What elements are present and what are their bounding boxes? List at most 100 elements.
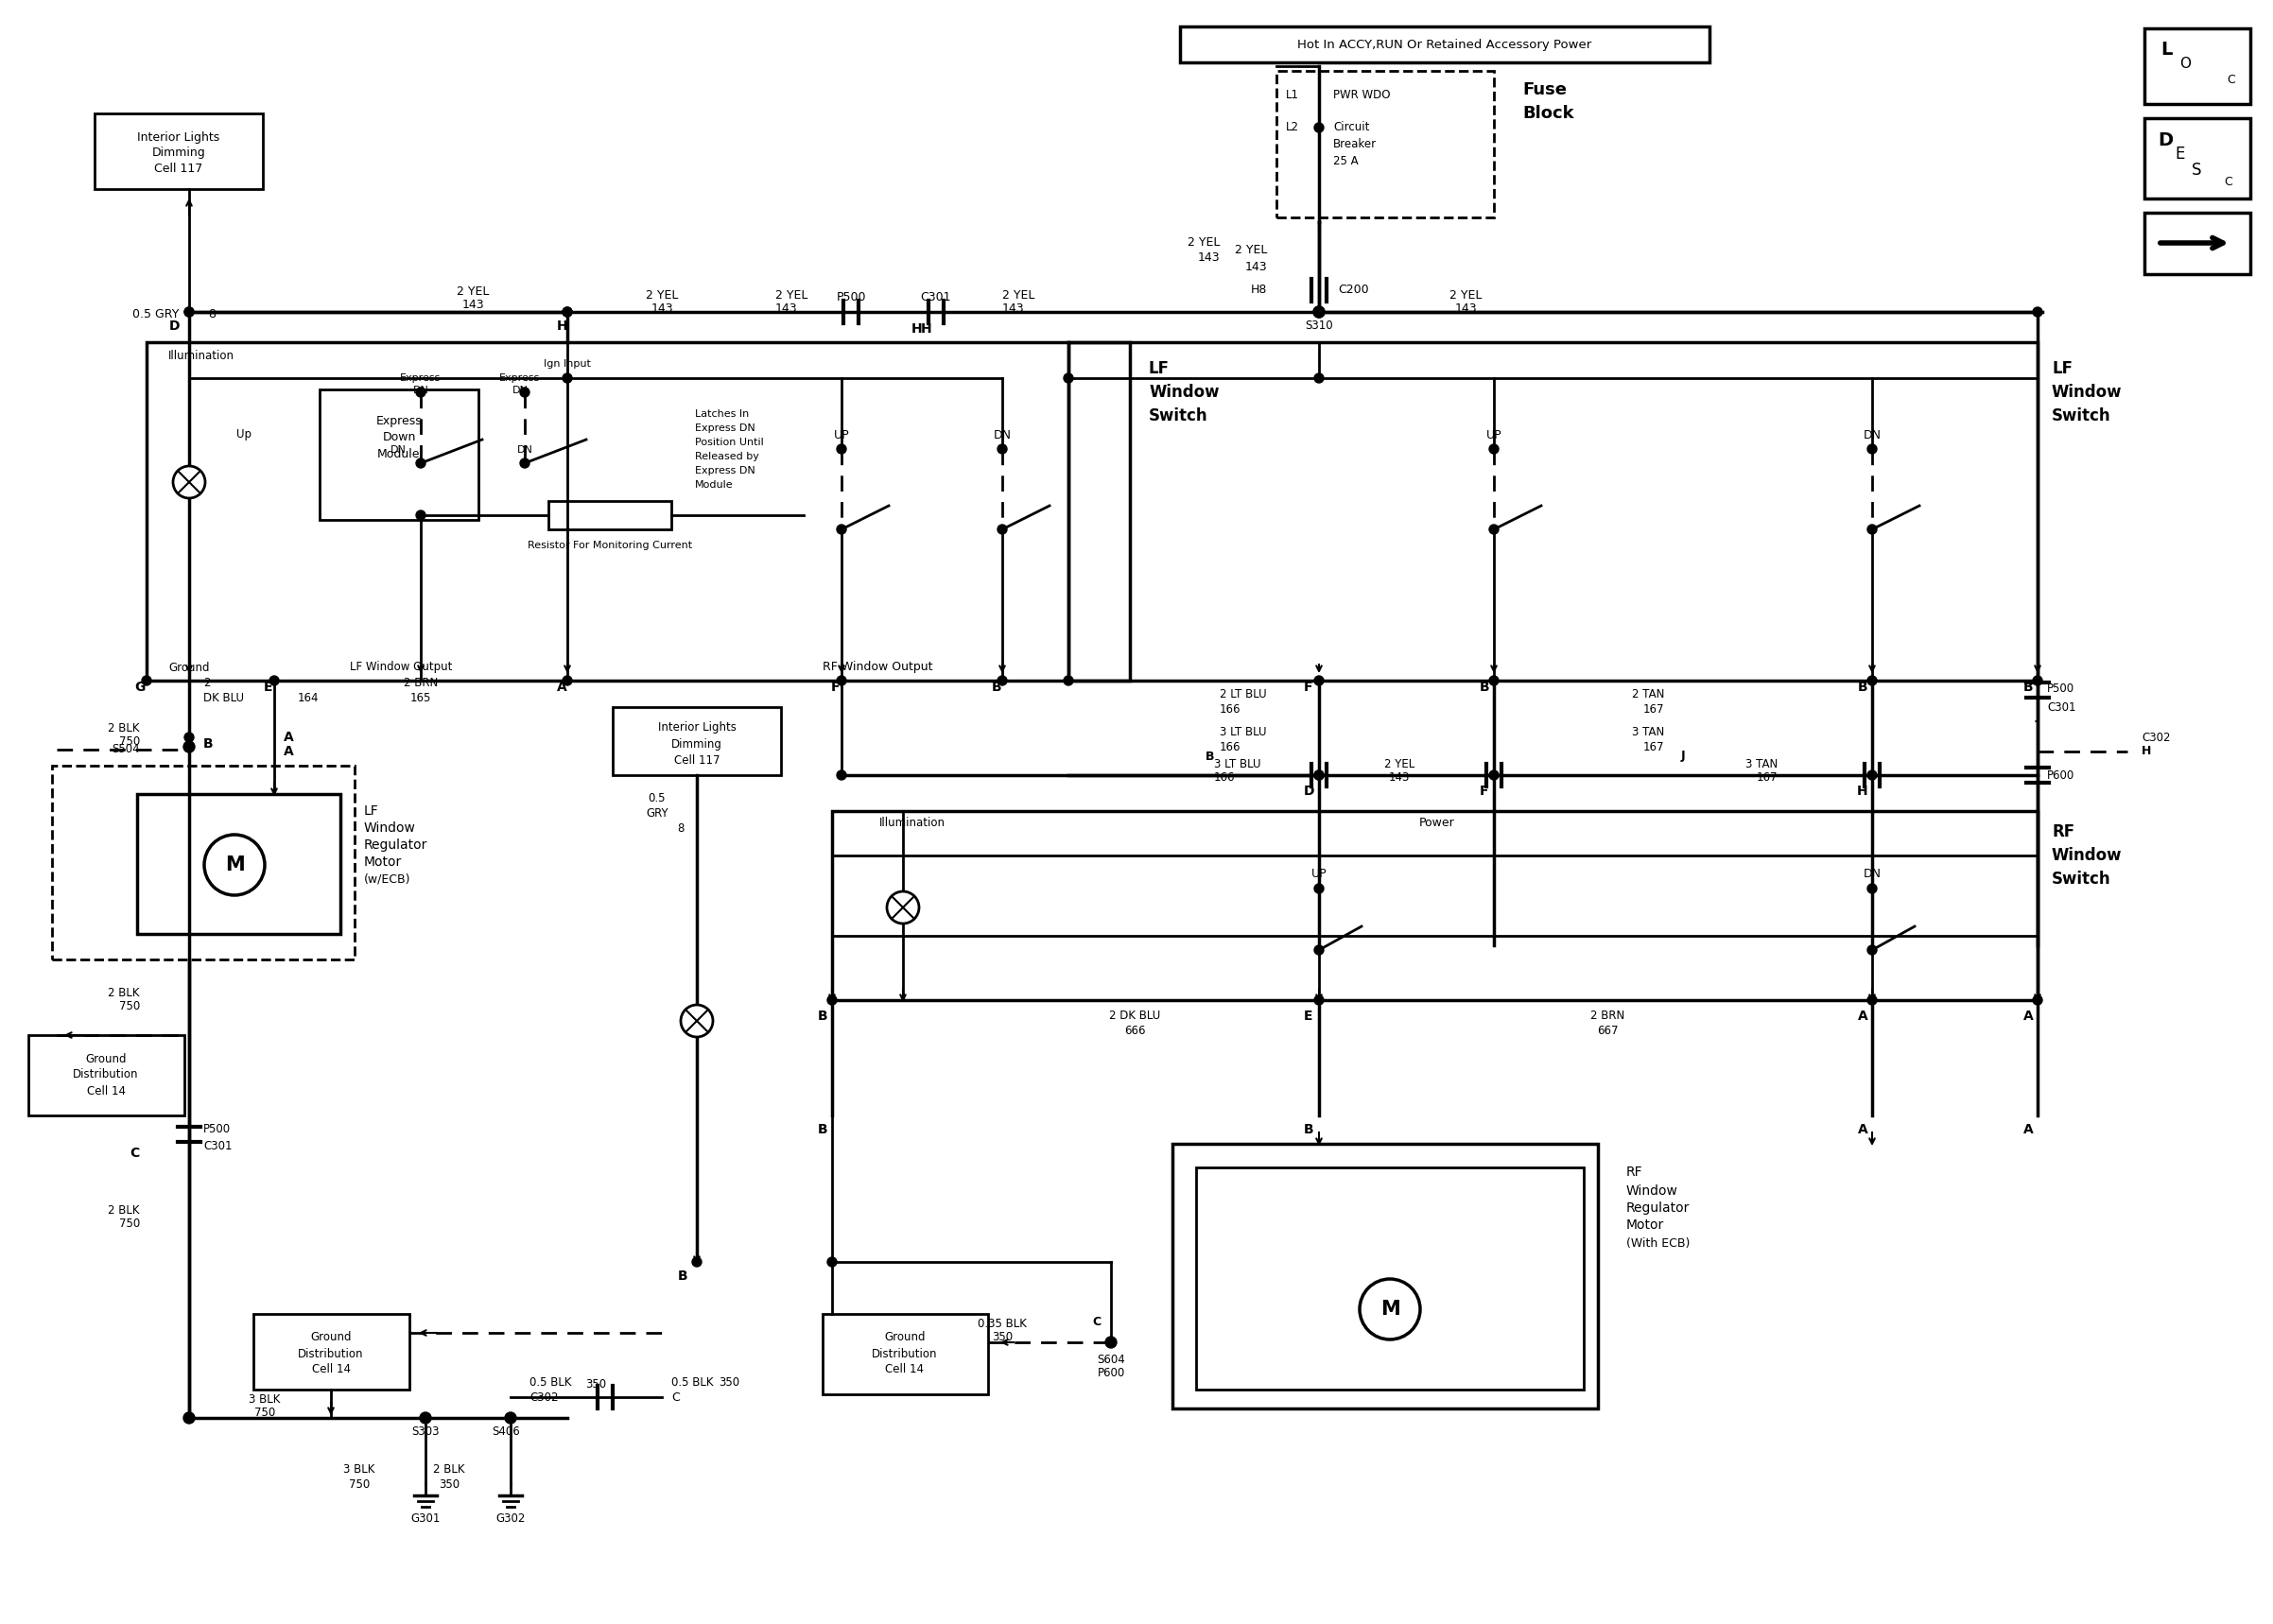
Text: M: M bbox=[1380, 1299, 1400, 1319]
Text: Switch: Switch bbox=[2053, 408, 2112, 424]
Bar bbox=[136, 794, 341, 934]
Text: 2 YEL: 2 YEL bbox=[1187, 237, 1221, 248]
Circle shape bbox=[421, 1413, 432, 1424]
Text: Latches In: Latches In bbox=[696, 409, 750, 419]
Text: B: B bbox=[991, 680, 1002, 693]
Text: Distribution: Distribution bbox=[298, 1348, 364, 1359]
Text: 667: 667 bbox=[1596, 1025, 1618, 1036]
Text: F: F bbox=[832, 680, 841, 693]
Text: 2 YEL: 2 YEL bbox=[1002, 289, 1034, 300]
Text: 2 YEL: 2 YEL bbox=[775, 289, 807, 300]
Text: B: B bbox=[818, 1124, 827, 1137]
Circle shape bbox=[564, 374, 573, 383]
Text: D: D bbox=[1302, 784, 1314, 797]
Text: 143: 143 bbox=[1455, 304, 1477, 315]
Text: 750: 750 bbox=[118, 1218, 141, 1231]
Text: 2 LT BLU: 2 LT BLU bbox=[1221, 689, 1266, 702]
Text: 143: 143 bbox=[1246, 261, 1266, 274]
Text: (w/ECB): (w/ECB) bbox=[364, 874, 411, 885]
Circle shape bbox=[1314, 770, 1323, 780]
Text: UP: UP bbox=[834, 429, 850, 442]
Text: C302: C302 bbox=[2141, 731, 2171, 744]
Text: 3 LT BLU: 3 LT BLU bbox=[1214, 758, 1262, 770]
Text: Up: Up bbox=[236, 429, 252, 442]
Circle shape bbox=[1489, 525, 1498, 534]
Text: LF Window Output: LF Window Output bbox=[350, 661, 452, 674]
Circle shape bbox=[184, 1413, 195, 1424]
Circle shape bbox=[1105, 1337, 1116, 1348]
Circle shape bbox=[1314, 996, 1323, 1005]
Text: Window: Window bbox=[364, 822, 416, 835]
Text: Cell 14: Cell 14 bbox=[886, 1364, 925, 1376]
Text: Breaker: Breaker bbox=[1334, 138, 1377, 151]
Text: E: E bbox=[2175, 146, 2184, 162]
Text: 8: 8 bbox=[677, 822, 684, 835]
Bar bbox=[1180, 26, 1709, 62]
Text: RF: RF bbox=[1625, 1166, 1643, 1179]
Text: S310: S310 bbox=[1305, 320, 1332, 333]
Text: 164: 164 bbox=[298, 692, 318, 703]
Text: 0.5 BLK: 0.5 BLK bbox=[530, 1377, 571, 1389]
Bar bbox=[1068, 343, 2037, 680]
Text: Window: Window bbox=[2053, 848, 2123, 864]
Text: 166: 166 bbox=[1214, 771, 1234, 784]
Circle shape bbox=[2032, 996, 2043, 1005]
Text: S303: S303 bbox=[411, 1426, 439, 1439]
Text: Ground: Ground bbox=[884, 1332, 925, 1343]
Text: 167: 167 bbox=[1757, 771, 1777, 784]
Circle shape bbox=[1314, 770, 1323, 780]
Text: B: B bbox=[2023, 680, 2032, 693]
Text: Power: Power bbox=[1418, 817, 1455, 828]
Text: 167: 167 bbox=[1643, 703, 1664, 715]
Text: C: C bbox=[2223, 177, 2232, 188]
Text: A: A bbox=[557, 680, 566, 693]
Text: Interior Lights: Interior Lights bbox=[136, 132, 220, 143]
Text: 0.5 GRY: 0.5 GRY bbox=[132, 309, 180, 322]
Text: L2: L2 bbox=[1287, 122, 1300, 133]
Text: A: A bbox=[1857, 1010, 1868, 1023]
Text: 0.35 BLK: 0.35 BLK bbox=[977, 1317, 1027, 1330]
Text: 2 TAN: 2 TAN bbox=[1632, 689, 1664, 702]
Circle shape bbox=[1314, 307, 1325, 318]
Text: A: A bbox=[284, 731, 293, 744]
Text: 2 BRN: 2 BRN bbox=[405, 677, 439, 690]
Bar bbox=[27, 1034, 184, 1116]
Bar bbox=[614, 706, 782, 775]
Circle shape bbox=[521, 388, 530, 396]
Text: 0.5: 0.5 bbox=[648, 793, 666, 806]
Text: S604: S604 bbox=[1098, 1353, 1125, 1366]
Text: 143: 143 bbox=[1198, 252, 1221, 263]
Text: 165: 165 bbox=[409, 692, 432, 703]
Circle shape bbox=[1314, 945, 1323, 955]
Circle shape bbox=[836, 525, 846, 534]
Circle shape bbox=[1314, 883, 1323, 893]
Circle shape bbox=[184, 307, 193, 317]
Text: Window: Window bbox=[2053, 383, 2123, 401]
Text: C302: C302 bbox=[530, 1392, 559, 1403]
Text: Module: Module bbox=[696, 481, 734, 490]
Text: Express: Express bbox=[400, 374, 441, 383]
Circle shape bbox=[691, 1257, 702, 1267]
Text: 25 A: 25 A bbox=[1334, 156, 1359, 167]
Text: Express DN: Express DN bbox=[696, 424, 755, 434]
Circle shape bbox=[836, 676, 846, 685]
Text: H: H bbox=[911, 322, 923, 336]
Text: 166: 166 bbox=[1221, 703, 1241, 715]
Text: H: H bbox=[2141, 745, 2150, 758]
Circle shape bbox=[1868, 945, 1877, 955]
Text: RF Window Output: RF Window Output bbox=[823, 661, 932, 674]
Text: A: A bbox=[2023, 1010, 2032, 1023]
Text: 143: 143 bbox=[461, 299, 484, 312]
Bar bbox=[1173, 1143, 1598, 1408]
Text: S504: S504 bbox=[111, 744, 141, 755]
Text: RF: RF bbox=[2053, 823, 2075, 840]
Circle shape bbox=[205, 835, 264, 895]
Text: P600: P600 bbox=[1098, 1367, 1125, 1380]
Circle shape bbox=[998, 445, 1007, 453]
Text: 750: 750 bbox=[255, 1406, 275, 1419]
Text: 2 BLK: 2 BLK bbox=[109, 1203, 141, 1216]
Text: Down: Down bbox=[382, 432, 416, 443]
Text: 350: 350 bbox=[584, 1379, 607, 1392]
Circle shape bbox=[173, 466, 205, 499]
Text: B: B bbox=[1205, 750, 1214, 762]
